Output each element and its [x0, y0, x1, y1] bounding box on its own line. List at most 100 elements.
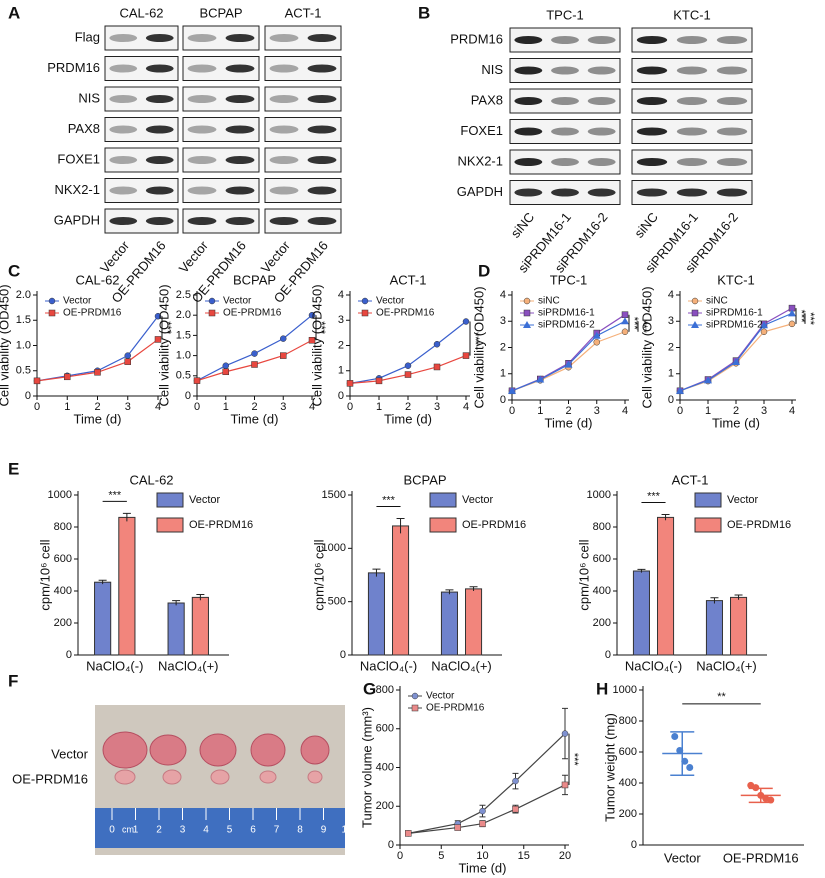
- y-tick-label: 0: [500, 394, 506, 406]
- x-axis-label: Time (d): [712, 415, 760, 430]
- y-tick-label: 0.5: [176, 370, 191, 382]
- chart-title: KTC-1: [717, 272, 755, 287]
- photo-row-label: OE-PRDM16: [12, 771, 88, 786]
- y-tick-label: 0: [338, 390, 344, 402]
- x-tick-label: 20: [559, 850, 571, 862]
- chart-title: ACT-1: [390, 272, 427, 287]
- legend-marker: [691, 297, 699, 305]
- x-tick-label: 5: [438, 850, 444, 862]
- blot-band: [716, 188, 748, 197]
- data-point: [760, 321, 768, 329]
- blot-band: [716, 158, 748, 166]
- legend-label: OE-PRDM16: [189, 519, 253, 531]
- data-point: [760, 328, 768, 335]
- series-line: [196, 314, 313, 382]
- blot-band: [551, 66, 579, 75]
- chart-title: BCPAP: [233, 272, 276, 287]
- bar: [632, 570, 650, 656]
- x-tick-label: 2: [251, 401, 257, 413]
- tumor: [300, 735, 330, 765]
- y-tick-label: 800: [376, 684, 394, 696]
- y-tick-label: 200: [54, 617, 72, 629]
- x-tick-label: 3: [125, 401, 131, 413]
- panel-label: A: [8, 3, 20, 22]
- lane-label: Vector: [97, 237, 133, 275]
- blot-band: [587, 36, 616, 44]
- data-point: [621, 328, 629, 335]
- y-tick-label: 600: [54, 553, 72, 565]
- legend-swatch: [156, 492, 184, 508]
- y-tick-label: 0: [388, 839, 394, 851]
- legend-label: Vector: [727, 494, 759, 506]
- error-bar: [396, 517, 405, 534]
- ruler-number: 0: [109, 825, 115, 836]
- y-tick-label: 500: [328, 596, 346, 608]
- data-point: [124, 358, 131, 365]
- blot-band: [187, 156, 217, 164]
- protein-label: PAX8: [68, 121, 100, 136]
- y-tick-label: 1: [500, 368, 506, 380]
- x-tick-label: NaClO₄(+): [431, 658, 492, 673]
- protein-label: NKX2-1: [457, 153, 503, 168]
- bar: [118, 516, 136, 656]
- significance-label: ***: [161, 321, 173, 335]
- data-point: [752, 784, 760, 792]
- bar: [730, 596, 748, 656]
- legend-label: siNC: [706, 296, 728, 307]
- x-tick-label: NaClO₄(-): [360, 658, 417, 673]
- blot-band: [109, 125, 138, 134]
- y-tick-label: 0: [631, 839, 637, 851]
- data-point: [564, 360, 573, 368]
- blot-band: [587, 188, 616, 197]
- tumor: [199, 733, 237, 767]
- y-tick-label: 1.0: [16, 339, 31, 351]
- bar: [705, 600, 723, 656]
- blot-band: [676, 158, 708, 166]
- blot-band: [109, 34, 138, 42]
- blot-band: [636, 36, 668, 44]
- blot-band: [514, 158, 543, 166]
- error-bar: [469, 586, 478, 591]
- error-bar: [710, 597, 719, 604]
- data-point: [592, 331, 601, 339]
- data-point: [462, 352, 470, 359]
- blot-band: [145, 217, 174, 225]
- legend-marker: [523, 309, 531, 317]
- protein-label: PRDM16: [47, 60, 100, 75]
- blot-band: [269, 95, 299, 103]
- blot-band: [676, 66, 708, 75]
- chart-title: CAL-62: [75, 272, 119, 287]
- y-tick-label: 0: [668, 394, 674, 406]
- series-line: [511, 320, 626, 392]
- blot-band: [187, 64, 217, 73]
- y-axis-label: Cell viability (OD450): [309, 284, 324, 406]
- y-tick-label: 1000: [613, 684, 637, 696]
- y-tick-label: 1.0: [176, 350, 191, 362]
- blot-band: [269, 217, 299, 225]
- blot-band: [551, 127, 579, 136]
- x-tick-label: OE-PRDM16: [723, 850, 799, 865]
- significance-label: ***: [315, 321, 327, 335]
- blot-band: [636, 127, 668, 136]
- y-axis-label: cpm/10⁶ cell: [576, 539, 591, 610]
- data-point: [561, 730, 569, 737]
- y-tick-label: 0: [185, 390, 191, 402]
- bar: [465, 588, 483, 656]
- significance-label: ***: [469, 332, 481, 346]
- data-point: [280, 335, 287, 342]
- y-tick-label: 200: [593, 617, 611, 629]
- data-point: [154, 312, 162, 320]
- data-point: [346, 380, 354, 387]
- x-tick-label: 4: [155, 401, 161, 413]
- x-axis-label: Time (d): [384, 411, 432, 426]
- blot-band: [636, 97, 668, 105]
- ruler-number: 4: [203, 825, 209, 836]
- data-point: [671, 733, 679, 740]
- data-point: [405, 830, 412, 837]
- x-tick-label: 1: [64, 401, 70, 413]
- ruler-number: 2: [156, 825, 162, 836]
- data-point: [308, 336, 316, 344]
- y-tick-label: 3: [668, 315, 674, 327]
- lane-label: siNC: [508, 209, 538, 240]
- group-label: TPC-1: [546, 7, 584, 22]
